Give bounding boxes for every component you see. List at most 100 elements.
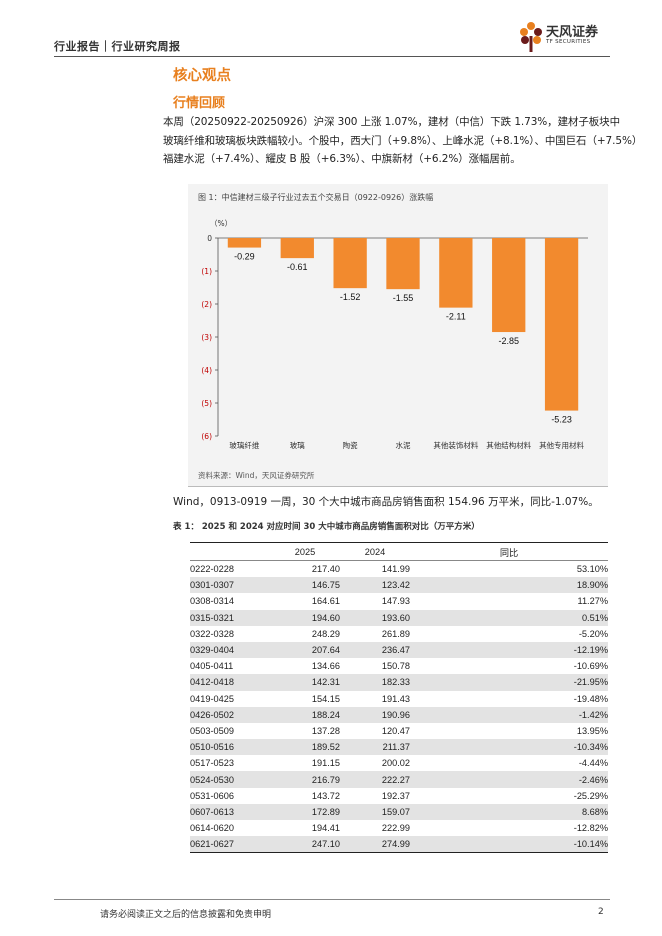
table-row: 0524-0530 216.79 222.27 -2.46%: [190, 771, 608, 788]
bar: [492, 238, 526, 333]
table-row: 0222-0228 217.40 141.99 53.10%: [190, 560, 608, 578]
table-cell: 0412-0418: [190, 677, 234, 688]
x-category-label: 其他结构材料: [486, 440, 531, 450]
table-cell: 0222-0228: [190, 564, 234, 575]
table-row: 0614-0620 194.41 222.99 -12.82%: [190, 820, 608, 837]
table-row: 0412-0418 142.31 182.33 -21.95%: [190, 674, 608, 691]
chart-panel: [188, 184, 608, 487]
header-divider: [54, 56, 610, 57]
table-cell: 274.99: [381, 839, 410, 850]
bar-value-label: -1.55: [393, 293, 414, 303]
table-row: 0405-0411 134.66 150.78 -10.69%: [190, 658, 608, 675]
table-cell: 0524-0530: [190, 774, 234, 785]
table-row: 0315-0321 194.60 193.60 0.51%: [190, 609, 608, 626]
x-category-label: 陶瓷: [343, 440, 358, 450]
y-tick-label: (6): [201, 432, 212, 441]
table-cell: 150.78: [381, 661, 410, 672]
bar-value-label: -1.52: [340, 292, 361, 302]
table-cell: 211.37: [382, 742, 410, 753]
table-cell: 146.75: [311, 580, 340, 591]
table-row: 0503-0509 137.28 120.47 13.95%: [190, 722, 608, 740]
y-tick-label: (5): [201, 399, 212, 408]
table-cell: 142.31: [311, 677, 340, 688]
table-cell: 0315-0321: [190, 612, 234, 623]
table-cell: 0607-0613: [190, 806, 234, 817]
section-heading-market-review: 行情回顾: [173, 96, 226, 111]
sales-area-table: 2025 2024 同比 0222-0228 217.40 141.99 53.10%…: [190, 542, 608, 853]
table-cell: 182.33: [381, 677, 410, 688]
report-type-header: 行业报告｜行业研究周报: [54, 40, 181, 53]
table-row: 0322-0328 248.29 261.89 -5.20%: [190, 625, 608, 642]
table-cell: 222.27: [381, 774, 410, 785]
bar: [333, 238, 367, 289]
footer-disclaimer: 请务必阅读正文之后的信息披露和免责申明: [100, 910, 272, 920]
table-cell: 0405-0411: [190, 661, 234, 672]
paragraph-line: 玻璃纤维和玻璃板块跌幅较小。个股中，西大门（+9.8%）、上峰水泥（+8.1%）…: [163, 134, 643, 147]
table-cell: 191.43: [381, 693, 410, 704]
bar: [227, 238, 262, 248]
table-cell: -25.29%: [573, 790, 608, 801]
table-cell: 172.89: [311, 806, 340, 817]
table-cell: -4.44%: [578, 758, 608, 769]
table-cell: 0503-0509: [190, 725, 234, 736]
table-title: 表 1： 2025 和 2024 对应时间 30 大中城市商品房销售面积对比（万…: [173, 522, 480, 532]
y-tick-label: 0: [207, 234, 212, 243]
table-cell: 8.68%: [581, 806, 608, 817]
table-cell: 0510-0516: [190, 742, 234, 753]
page-number: 2: [598, 907, 604, 917]
logo-name: 天风证券: [546, 25, 599, 40]
chart-bottom-rule: [188, 486, 608, 487]
table-cell: -12.82%: [573, 823, 608, 834]
bar-value-label: -0.61: [287, 262, 308, 272]
table-row: 0308-0314 164.61 147.93 11.27%: [190, 593, 608, 610]
paragraph-line: 福建水泥（+7.4%）、耀皮 B 股（+6.3%）、中旗新材（+6.2%）涨幅居…: [163, 153, 521, 165]
table-cell: -5.20%: [578, 628, 608, 639]
table-cell: 0614-0620: [190, 823, 234, 834]
bar-value-label: -2.11: [446, 312, 466, 322]
table-cell: 188.24: [311, 709, 340, 720]
table-row: 0607-0613 172.89 159.07 8.68%: [190, 803, 608, 820]
bar: [386, 238, 420, 290]
table-cell: 0322-0328: [190, 628, 234, 639]
bar-chart: （%） 0 (1) (2) (3) (4) (5) (6) -0.29 玻璃纤维 -0.61 玻璃 -1…: [201, 219, 588, 450]
table-row: 0301-0307 146.75 123.42 18.90%: [190, 577, 608, 594]
table-cell: 0329-0404: [190, 645, 234, 656]
table-cell: 0426-0502: [190, 709, 234, 720]
table-cell: 248.29: [311, 628, 340, 639]
table-row: 0510-0516 189.52 211.37 -10.34%: [190, 739, 608, 756]
table-header-cell: 2024: [364, 546, 386, 557]
x-category-label: 水泥: [396, 440, 411, 450]
table-cell: 193.60: [381, 612, 410, 623]
table-cell: -10.69%: [573, 661, 608, 672]
x-category-label: 玻璃: [290, 440, 305, 450]
table-cell: -2.46%: [578, 774, 608, 785]
table-cell: 236.47: [381, 645, 410, 656]
chart-source: 资料来源：Wind，天风证券研究所: [198, 471, 315, 480]
table-cell: 53.10%: [576, 564, 608, 575]
table-cell: -12.19%: [573, 645, 608, 656]
x-category-label: 其他装饰材料: [433, 440, 478, 450]
table-cell: 123.42: [381, 580, 410, 591]
table-cell: 0531-0606: [190, 790, 234, 801]
table-cell: 200.02: [381, 758, 410, 769]
y-tick-label: (4): [201, 366, 212, 375]
bar: [544, 238, 579, 411]
table-cell: 120.47: [381, 725, 410, 736]
section-heading-core-views: 核心观点: [173, 68, 231, 84]
table-cell: 134.66: [311, 661, 340, 672]
table-cell: 191.15: [311, 758, 340, 769]
table-cell: 189.52: [311, 742, 340, 753]
market-review-paragraph: 本周（20250922-20250926）沪深 300 上涨 1.07%，建材（…: [163, 113, 643, 169]
table-cell: 192.37: [381, 790, 410, 801]
table-cell: -21.95%: [573, 677, 608, 688]
table-cell: 137.28: [311, 725, 340, 736]
logo-subtitle: TF SECURITIES: [546, 39, 591, 45]
table-row: 0621-0627 247.10 274.99 -10.14%: [190, 836, 608, 853]
bar-value-label: -2.85: [498, 336, 519, 346]
paragraph-line: 本周（20250922-20250926）沪深 300 上涨 1.07%，建材（…: [163, 116, 620, 128]
bar-value-label: -5.23: [551, 415, 572, 425]
table-row: 0517-0523 191.15 200.02 -4.44%: [190, 755, 608, 772]
table-row: 0531-0606 143.72 192.37 -25.29%: [190, 787, 608, 804]
sales-summary-line: Wind，0913-0919 一周，30 个大中城市商品房销售面积 154.96…: [173, 496, 599, 508]
table-cell: 207.64: [311, 645, 340, 656]
